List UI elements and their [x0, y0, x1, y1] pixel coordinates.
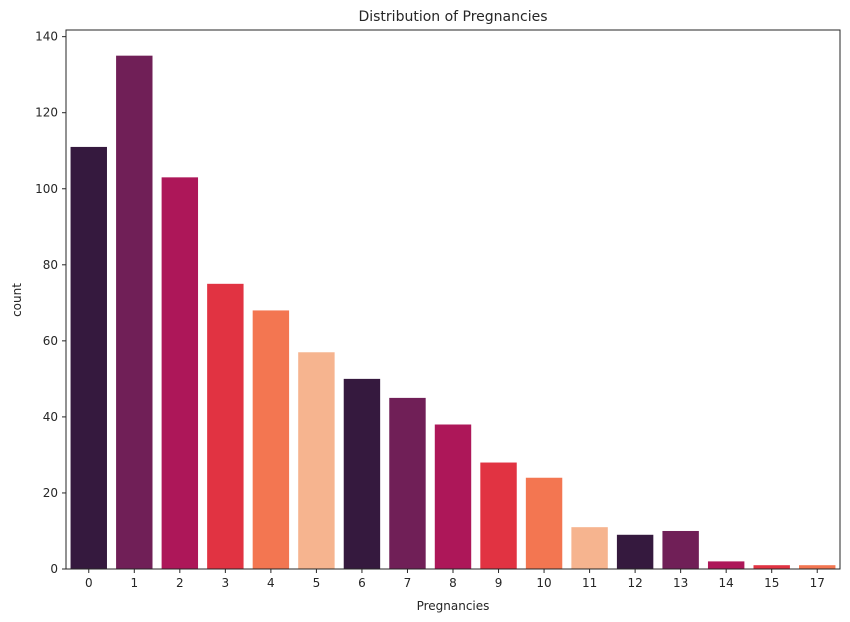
y-axis-label: count: [10, 283, 24, 317]
bar-4: [252, 310, 290, 569]
plot-frame: [65, 29, 841, 570]
y-tick-label-120: 120: [35, 106, 58, 120]
bar-10: [525, 477, 563, 569]
bar-2: [161, 177, 199, 569]
bar-9: [480, 462, 517, 569]
bar-17: [799, 565, 836, 569]
x-tick-label-8: 8: [449, 576, 457, 590]
bar-6: [343, 378, 381, 569]
x-tick-label-9: 9: [495, 576, 503, 590]
y-tick-label-60: 60: [43, 334, 58, 348]
x-tick-label-2: 2: [176, 576, 184, 590]
x-tick-label-11: 11: [582, 576, 597, 590]
y-tick-label-40: 40: [43, 410, 58, 424]
y-tick-label-80: 80: [43, 258, 58, 272]
x-tick-label-15: 15: [764, 576, 779, 590]
bar-12: [616, 534, 654, 569]
bar-15: [753, 565, 790, 569]
bar-13: [662, 530, 699, 569]
y-tick-label-20: 20: [43, 486, 58, 500]
y-tick-label-140: 140: [35, 30, 58, 44]
x-tick-label-0: 0: [85, 576, 93, 590]
bar-7: [389, 397, 426, 569]
bar-8: [434, 424, 472, 569]
x-tick-label-17: 17: [810, 576, 825, 590]
x-tick-label-4: 4: [267, 576, 275, 590]
x-tick-label-10: 10: [536, 576, 551, 590]
x-tick-label-13: 13: [673, 576, 688, 590]
x-tick-label-6: 6: [358, 576, 366, 590]
bar-3: [207, 283, 244, 569]
x-tick-label-1: 1: [130, 576, 138, 590]
bar-5: [298, 352, 335, 569]
bar-1: [116, 55, 153, 569]
bar-14: [707, 561, 745, 569]
y-tick-label-100: 100: [35, 182, 58, 196]
x-axis-label: Pregnancies: [417, 599, 490, 613]
chart-title: Distribution of Pregnancies: [358, 9, 547, 25]
y-tick-label-0: 0: [50, 562, 58, 576]
x-tick-label-12: 12: [627, 576, 642, 590]
x-tick-label-7: 7: [404, 576, 412, 590]
y-axis: 0 20 40 60 80 100 120 140: [35, 30, 66, 576]
x-axis: 0 1 2 3 4 5 6 7 8 9 10 11 12 13 14 15 17: [85, 569, 825, 590]
bars: [70, 55, 836, 570]
x-tick-label-3: 3: [222, 576, 230, 590]
x-tick-label-14: 14: [719, 576, 734, 590]
x-tick-label-5: 5: [313, 576, 321, 590]
bar-0: [70, 146, 107, 570]
bar-11: [571, 527, 608, 569]
